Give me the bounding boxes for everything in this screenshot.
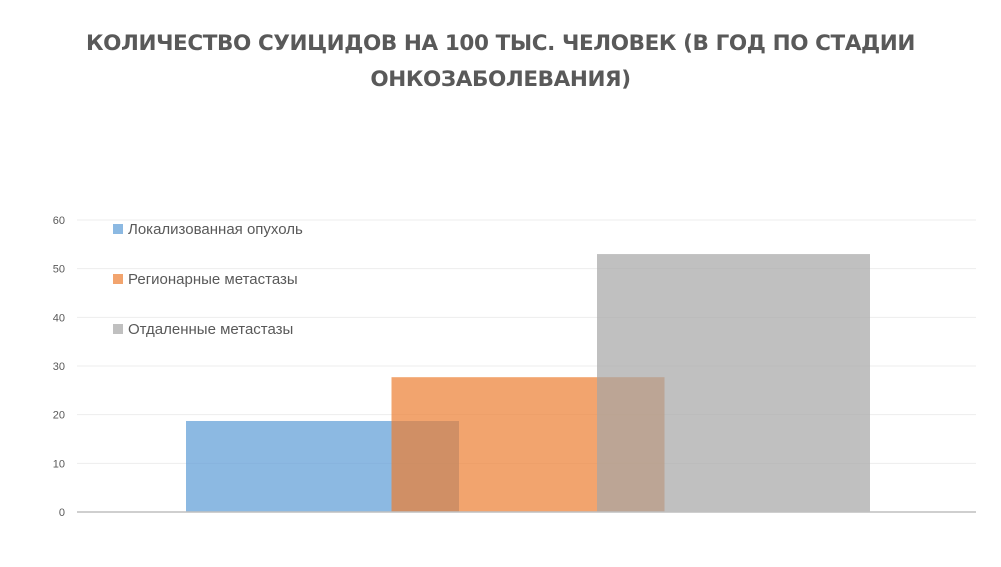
y-tick-label-40: 40 [53,312,65,324]
legend-swatch-3 [113,324,123,334]
legend: Локализованная опухоль Регионарные метаст… [113,221,303,338]
legend-swatch-2 [113,274,123,284]
legend-label-3: Отдаленные метастазы [128,321,293,338]
y-axis-ticks: 0 10 20 30 40 50 60 [53,215,65,519]
y-tick-label-30: 30 [53,361,65,373]
chart-title-line-2: ОНКОЗАБОЛЕВАНИЯ) [370,67,631,92]
chart-title: КОЛИЧЕСТВО СУИЦИДОВ НА 100 ТЫС. ЧЕЛОВЕК … [0,26,1001,98]
chart-title-line-1: КОЛИЧЕСТВО СУИЦИДОВ НА 100 ТЫС. ЧЕЛОВЕК … [85,31,915,56]
legend-label-2: Регионарные метастазы [128,271,298,288]
y-tick-label-0: 0 [59,507,65,519]
y-tick-label-50: 50 [53,264,65,276]
bars [186,254,870,513]
y-tick-label-60: 60 [53,215,65,227]
legend-label-1: Локализованная опухоль [128,221,303,238]
legend-swatch-1 [113,224,123,234]
y-tick-label-10: 10 [53,458,65,470]
bar-3 [597,254,870,513]
y-tick-label-20: 20 [53,410,65,422]
